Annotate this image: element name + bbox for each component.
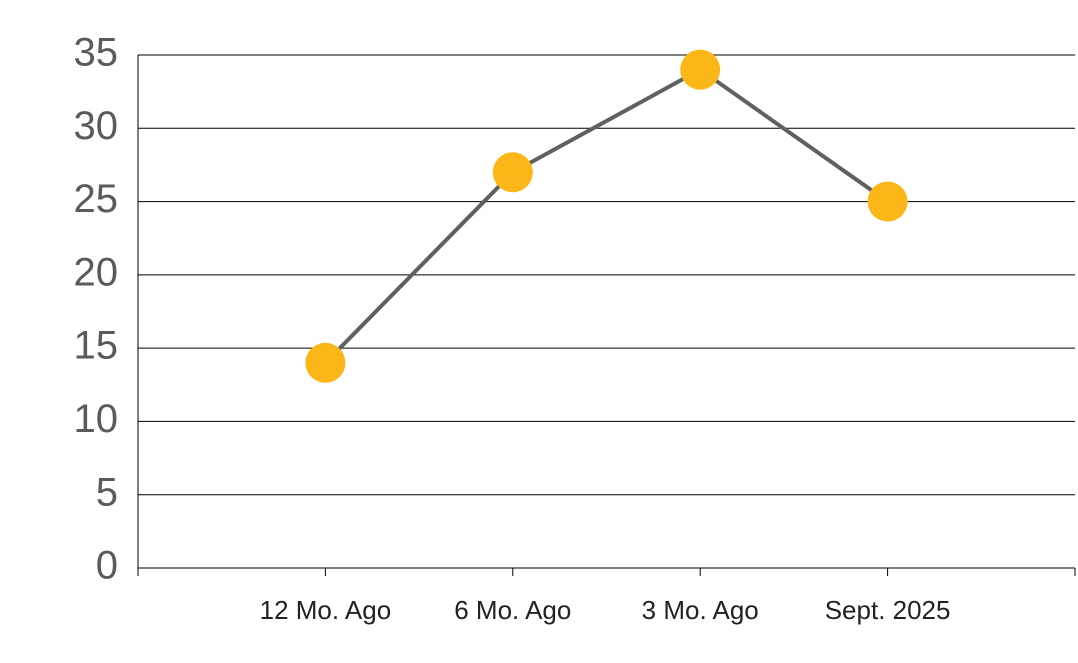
line (323, 67, 889, 365)
marker (492, 152, 533, 193)
marker (680, 49, 721, 90)
y-tick-label: 35 (74, 31, 119, 75)
x-tick-label: 12 Mo. Ago (260, 595, 392, 625)
y-tick-label: 25 (74, 177, 119, 221)
y-tick-label: 20 (74, 250, 119, 294)
x-tick-label: 6 Mo. Ago (454, 595, 571, 625)
y-tick-label: 30 (74, 104, 119, 148)
marker (305, 342, 346, 383)
x-tick-label: 3 Mo. Ago (642, 595, 759, 625)
y-tick-label: 0 (96, 544, 118, 588)
y-tick-label: 5 (96, 470, 118, 514)
marker (867, 181, 908, 222)
y-tick-label: 10 (74, 397, 119, 441)
x-tick-label: Sept. 2025 (825, 595, 951, 625)
y-tick-label: 15 (74, 324, 119, 368)
